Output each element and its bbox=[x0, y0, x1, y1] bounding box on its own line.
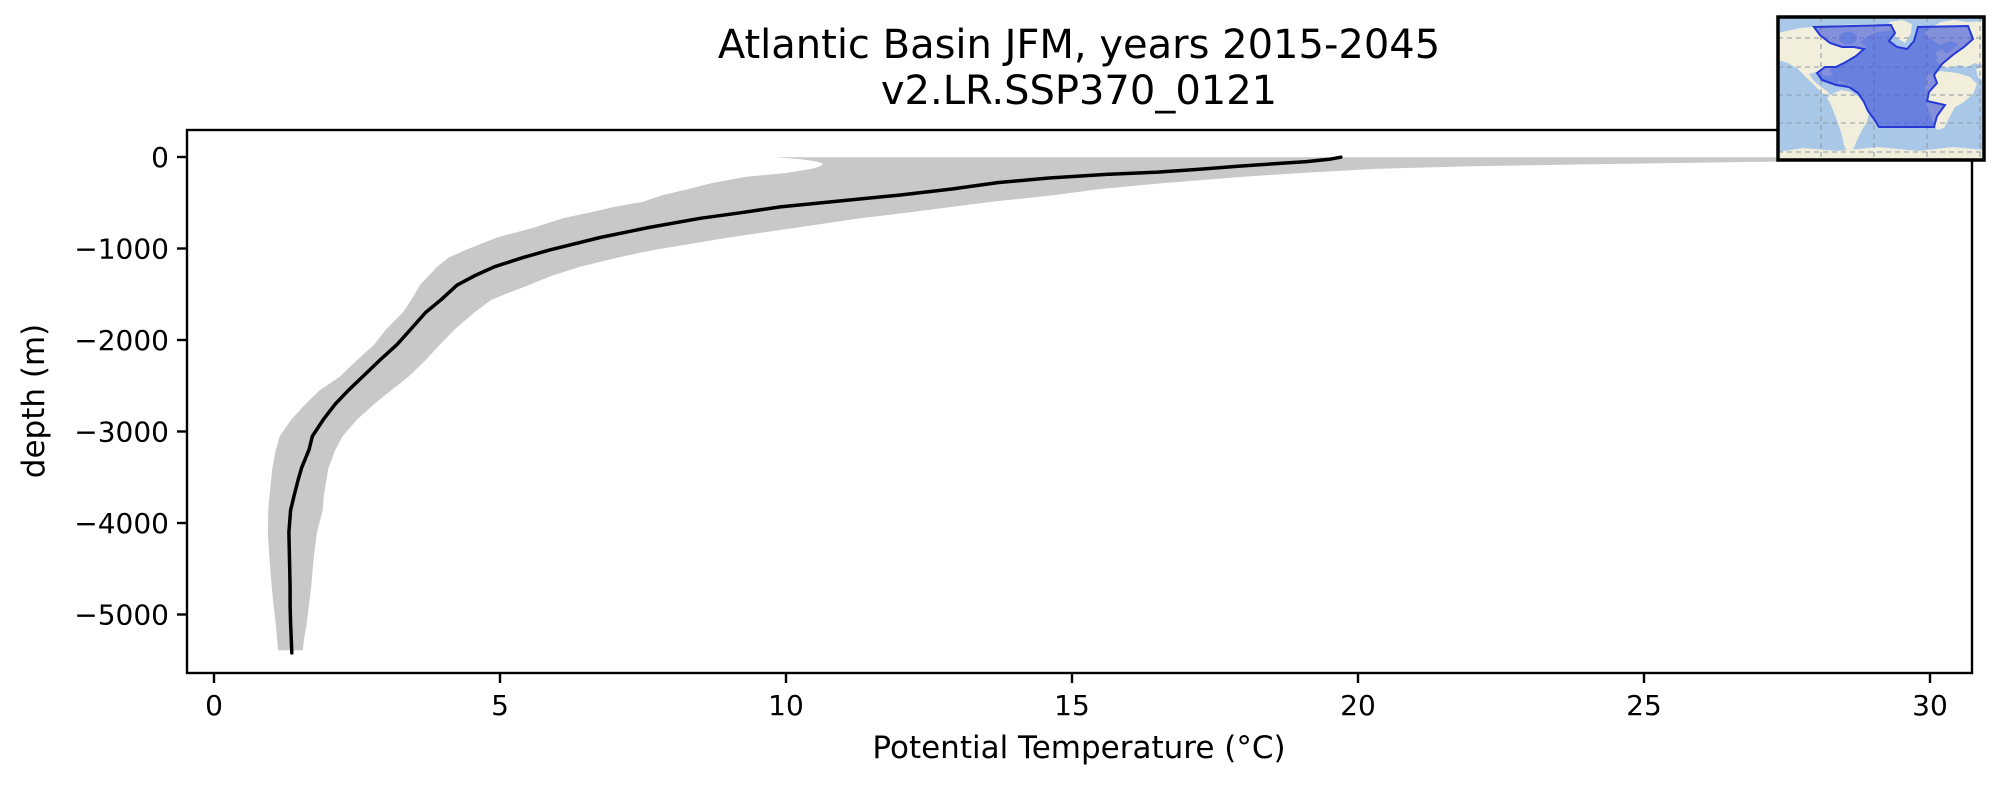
map-border bbox=[1776, 15, 1986, 162]
y-tick-label: −2000 bbox=[74, 324, 169, 357]
y-tick-label: −5000 bbox=[74, 599, 169, 632]
x-tick-label: 25 bbox=[1626, 689, 1662, 722]
spread-band bbox=[267, 157, 1953, 651]
y-tick-label: −3000 bbox=[74, 416, 169, 449]
x-axis-label: Potential Temperature (°C) bbox=[872, 730, 1285, 766]
x-tick-label: 5 bbox=[491, 689, 509, 722]
x-tick-label: 30 bbox=[1912, 689, 1948, 722]
mean-profile-line bbox=[287, 155, 1343, 655]
map-antarctica bbox=[1778, 147, 1984, 160]
x-axis-ticks: 0 5 10 15 20 25 30 bbox=[205, 673, 1948, 722]
plot-title: Atlantic Basin JFM, years 2015-2045 bbox=[718, 22, 1440, 68]
x-tick-label: 0 bbox=[205, 689, 223, 722]
y-tick-label: −4000 bbox=[74, 507, 169, 540]
map-greenland bbox=[1889, 20, 1912, 43]
x-tick-label: 10 bbox=[768, 689, 804, 722]
y-tick-label: 0 bbox=[151, 141, 169, 174]
plot-subtitle: v2.LR.SSP370_0121 bbox=[881, 68, 1277, 114]
map-atlantic-basin-region bbox=[1812, 23, 1975, 128]
y-axis-ticks: 0 −1000 −2000 −3000 −4000 −5000 bbox=[74, 141, 187, 632]
inset-map bbox=[1776, 15, 1986, 162]
y-tick-label: −1000 bbox=[74, 233, 169, 266]
y-axis-label: depth (m) bbox=[16, 324, 52, 478]
x-tick-label: 15 bbox=[1054, 689, 1090, 722]
axes-frame bbox=[185, 128, 1974, 675]
x-tick-label: 20 bbox=[1340, 689, 1376, 722]
map-north-america bbox=[1778, 24, 1891, 95]
map-south-america bbox=[1827, 90, 1869, 154]
